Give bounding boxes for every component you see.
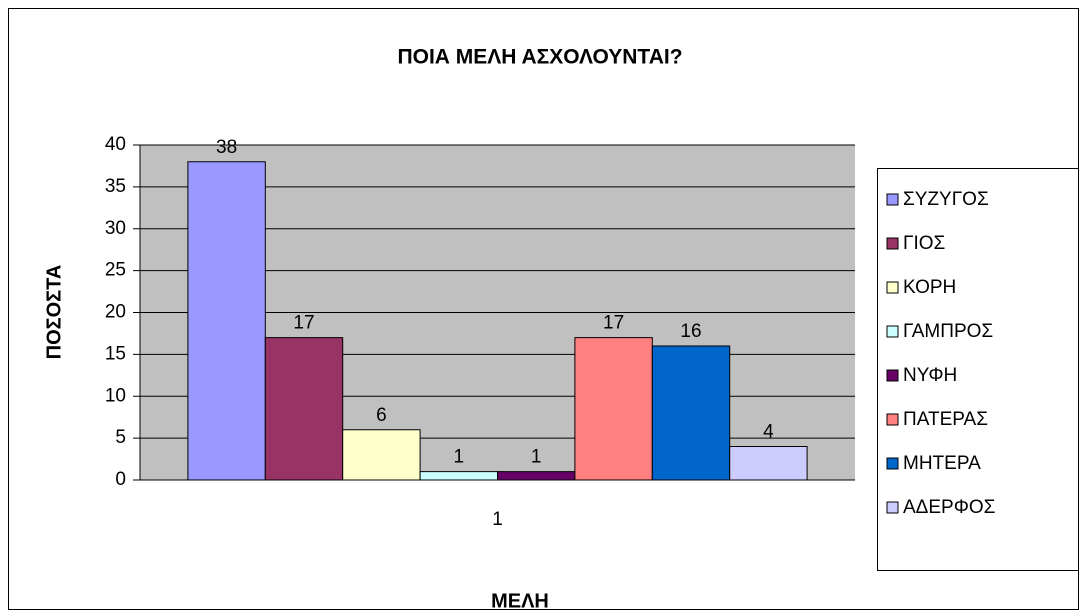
bar [651,345,731,481]
legend-swatch [886,325,899,338]
bar [574,337,653,481]
bar [729,446,808,481]
legend-swatch [886,193,899,206]
legend [877,168,1079,571]
legend-swatch [886,369,899,382]
y-tick-label: 10 [105,385,126,406]
bar [342,429,421,481]
y-tick-label: 25 [105,260,126,281]
bar [187,161,266,481]
legend-label: ΚΟΡΗ [903,277,956,298]
data-label: 17 [603,313,624,334]
x-tick-label: 1 [492,509,503,530]
legend-swatch [886,413,899,426]
chart-title: ΠΟΙΑ ΜΕΛΗ ΑΣΧΟΛΟΥΝΤΑΙ? [397,46,682,69]
y-tick-label: 0 [115,469,126,490]
bar [497,471,576,481]
legend-swatch [886,237,899,250]
data-label: 4 [763,422,774,443]
legend-label: ΠΑΤΕΡΑΣ [903,409,988,430]
y-tick-label: 40 [105,134,126,155]
legend-label: ΝΥΦΗ [903,365,957,386]
data-label: 1 [454,447,465,468]
y-tick-label: 30 [105,218,126,239]
legend-swatch [886,501,899,514]
bar [419,471,499,481]
bar [264,337,344,481]
legend-swatch [886,281,899,294]
legend-label: ΣΥΖΥΓΟΣ [903,189,989,210]
legend-swatch [886,457,899,470]
data-label: 1 [531,447,542,468]
y-tick-label: 35 [105,176,126,197]
legend-label: ΜΗΤΕΡΑ [903,453,981,474]
legend-label: ΓΑΜΠΡΟΣ [903,321,993,342]
x-axis-label: ΜΕΛΗ [491,590,549,612]
legend-label: ΓΙΟΣ [903,233,945,254]
data-label: 17 [293,313,314,334]
y-tick-label: 15 [105,343,126,364]
y-tick-label: 20 [105,302,126,323]
data-label: 38 [216,137,237,158]
data-label: 6 [376,405,387,426]
legend-label: ΑΔΕΡΦΟΣ [903,497,995,518]
y-axis-label: ΠΟΣΟΣΤΑ [43,265,65,360]
data-label: 16 [680,321,701,342]
y-tick-label: 5 [115,427,126,448]
